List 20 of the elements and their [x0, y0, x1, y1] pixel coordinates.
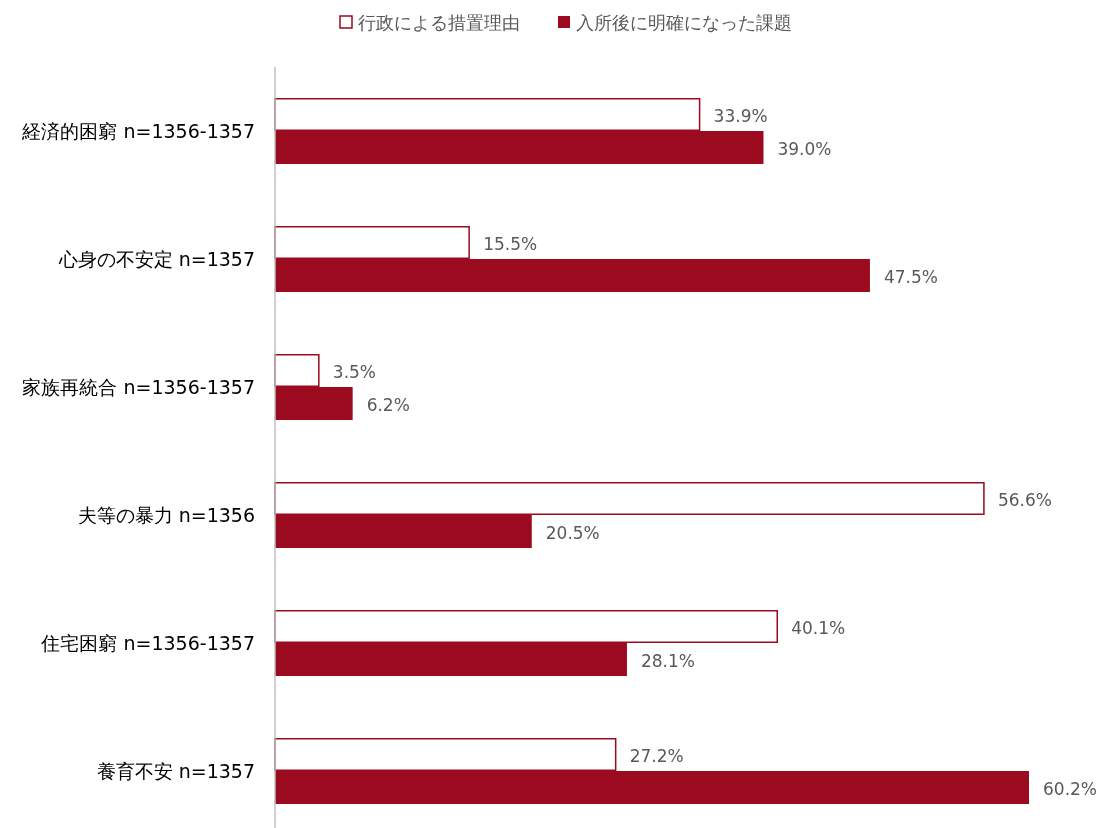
- data-label: 60.2%: [1043, 778, 1098, 799]
- data-label: 39.0%: [777, 138, 832, 159]
- data-label: 27.2%: [629, 745, 684, 766]
- legend-label: 入所後に明確になった課題: [576, 12, 792, 33]
- y-tick-label: 養育不安 n=1357: [96, 760, 255, 782]
- legend-label: 行政による措置理由: [358, 12, 520, 33]
- data-label: 47.5%: [883, 266, 938, 287]
- y-tick-label: 家族再統合 n=1356-1357: [22, 376, 255, 398]
- y-tick-label: 夫等の暴力 n=1356: [77, 504, 255, 526]
- data-label: 20.5%: [545, 522, 600, 543]
- y-tick-label: 経済的困窮 n=1356-1357: [21, 120, 255, 142]
- data-label: 33.9%: [713, 105, 768, 126]
- data-label: 56.6%: [997, 489, 1052, 510]
- data-label: 6.2%: [366, 394, 410, 415]
- y-tick-label: 心身の不安定 n=1357: [57, 248, 255, 270]
- data-label: 3.5%: [332, 361, 377, 382]
- data-label: 28.1%: [640, 650, 695, 671]
- data-label: 15.5%: [483, 233, 538, 254]
- data-label: 40.1%: [791, 617, 846, 638]
- y-tick-label: 住宅困窮 n=1356-1357: [40, 632, 255, 654]
